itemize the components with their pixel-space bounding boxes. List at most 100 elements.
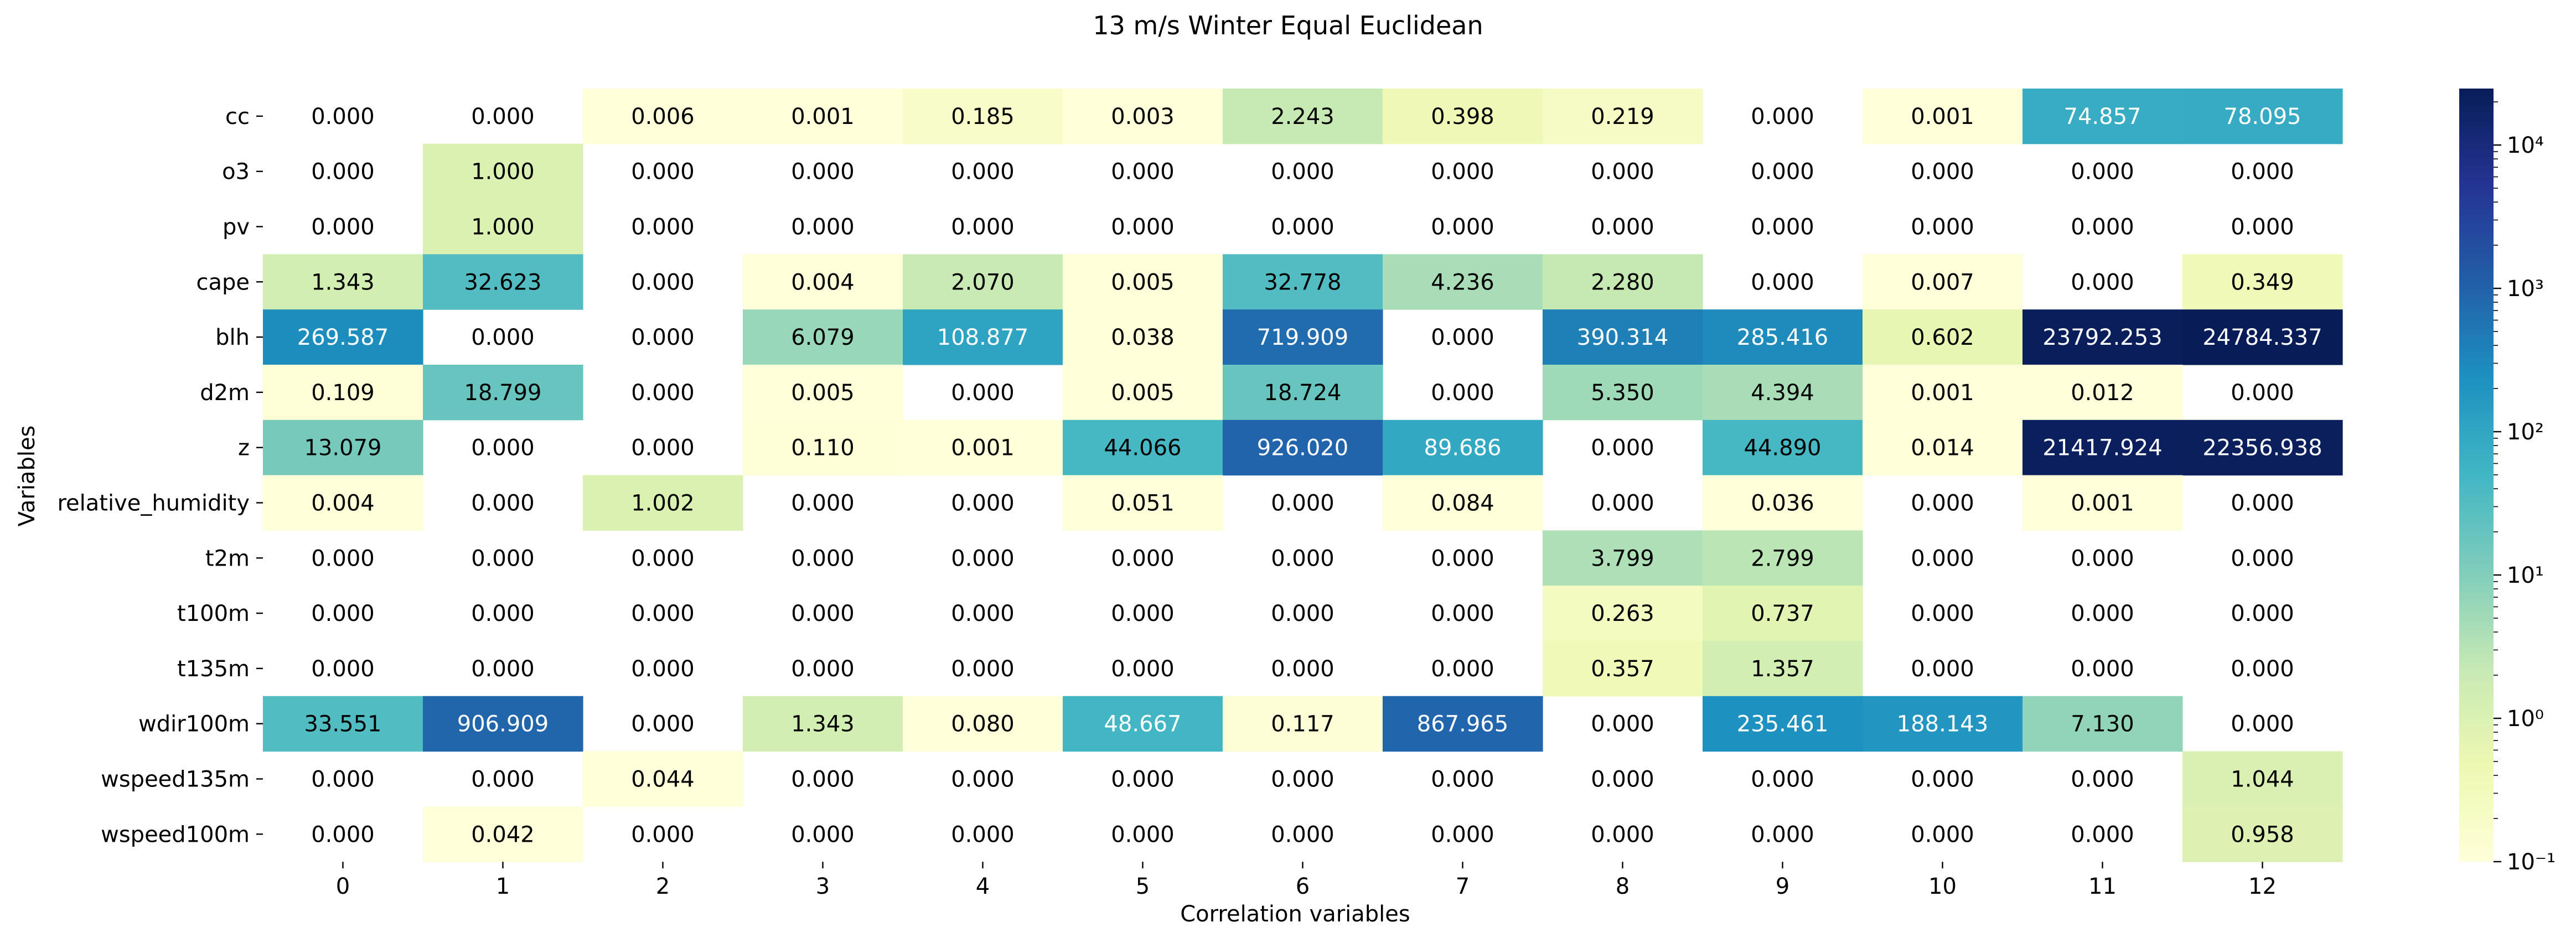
cell-value-label: 0.000 <box>2231 380 2294 406</box>
colorbar-tick-label: 10⁻¹ <box>2507 849 2556 875</box>
heatmap-cell <box>2022 365 2183 421</box>
heatmap-cell <box>1223 696 1383 752</box>
heatmap-cell <box>1543 89 1703 144</box>
cell-value-label: 0.000 <box>1591 712 1654 737</box>
heatmap-cell <box>1703 641 1863 697</box>
y-tick-label: cape <box>196 270 250 295</box>
colorbar-tick-label: 10³ <box>2507 276 2544 302</box>
cell-value-label: 0.000 <box>1271 822 1334 847</box>
cell-value-label: 0.357 <box>1591 656 1654 682</box>
heatmap-cell <box>423 143 583 200</box>
heatmap-cell <box>583 89 743 144</box>
cell-value-label: 0.000 <box>2071 601 2134 626</box>
heatmap-cell <box>743 309 903 365</box>
cell-value-label: 0.000 <box>1111 822 1175 847</box>
heatmap-cell <box>2182 806 2343 862</box>
y-tick-label: pv <box>223 215 250 240</box>
x-tick-label: 11 <box>2088 874 2117 899</box>
cell-value-label: 0.000 <box>2071 215 2134 240</box>
cell-value-label: 0.000 <box>631 436 695 461</box>
cell-value-label: 0.001 <box>791 104 855 129</box>
cell-value-label: 0.000 <box>2071 822 2134 847</box>
cell-value-label: 235.461 <box>1737 712 1828 737</box>
cell-value-label: 0.044 <box>631 767 695 792</box>
cell-value-label: 0.000 <box>791 656 855 682</box>
cell-value-label: 0.000 <box>951 767 1015 792</box>
heatmap-cell <box>1703 309 1863 365</box>
heatmap-cell <box>2182 309 2343 365</box>
cell-value-label: 0.000 <box>791 491 855 516</box>
cell-value-label: 89.686 <box>1424 436 1502 461</box>
cell-value-label: 269.587 <box>297 325 389 350</box>
cell-value-label: 23792.253 <box>2042 325 2162 350</box>
cell-value-label: 0.000 <box>1111 601 1175 626</box>
heatmap-cell <box>1863 696 2023 752</box>
heatmap-cell <box>1063 365 1223 421</box>
heatmap-cell <box>1383 254 1543 310</box>
cell-value-label: 0.000 <box>2231 712 2294 737</box>
heatmap-cell <box>1703 586 1863 641</box>
cell-value-label: 0.000 <box>631 270 695 295</box>
cell-value-label: 0.000 <box>631 546 695 571</box>
y-tick-label: cc <box>225 104 250 129</box>
cell-value-label: 0.000 <box>1431 767 1494 792</box>
colorbar-tick-label: 10⁰ <box>2507 706 2544 732</box>
cell-value-label: 18.799 <box>464 380 542 406</box>
cell-value-label: 0.005 <box>791 380 855 406</box>
cell-value-label: 0.005 <box>1111 270 1175 295</box>
x-axis-ticks: 0 1 2 3 4 5 6 7 8 9 10 11 12 <box>336 862 2277 899</box>
cell-value-label: 0.000 <box>311 215 375 240</box>
cell-value-label: 22356.938 <box>2202 436 2322 461</box>
heatmap-cell <box>1223 419 1383 476</box>
heatmap-cell <box>1543 530 1703 586</box>
cell-value-label: 0.000 <box>631 159 695 185</box>
y-tick-label: t100m <box>177 601 250 626</box>
x-tick-label: 2 <box>656 874 670 899</box>
cell-value-label: 2.070 <box>951 270 1015 295</box>
cell-value-label: 0.000 <box>791 822 855 847</box>
cell-value-label: 0.737 <box>1751 601 1814 626</box>
cell-value-label: 1.357 <box>1751 656 1814 682</box>
cell-value-label: 44.890 <box>1744 436 1822 461</box>
heatmap-cell <box>1863 254 2023 310</box>
heatmap-cell <box>1383 89 1543 144</box>
heatmap-cell <box>1223 254 1383 310</box>
cell-value-label: 0.000 <box>1431 656 1494 682</box>
heatmap-cell <box>903 696 1063 752</box>
cell-value-label: 0.000 <box>951 546 1015 571</box>
cell-value-label: 0.219 <box>1591 104 1654 129</box>
cell-value-label: 0.000 <box>1591 159 1654 185</box>
cell-value-label: 0.000 <box>471 325 535 350</box>
cell-value-label: 0.007 <box>1911 270 1974 295</box>
cell-value-label: 0.000 <box>631 712 695 737</box>
cell-value-label: 0.398 <box>1431 104 1494 129</box>
cell-value-label: 0.000 <box>1751 767 1814 792</box>
cell-value-label: 0.000 <box>791 215 855 240</box>
heatmap-cell <box>263 696 423 752</box>
cell-value-label: 0.000 <box>471 491 535 516</box>
heatmap-cell <box>1223 89 1383 144</box>
heatmap-cell <box>743 696 903 752</box>
cell-value-label: 44.066 <box>1104 436 1182 461</box>
colorbar-tick-label: 10¹ <box>2507 563 2544 588</box>
cell-value-label: 0.001 <box>951 436 1015 461</box>
cell-value-label: 0.000 <box>1911 767 1974 792</box>
cell-value-label: 0.000 <box>951 215 1015 240</box>
cell-value-label: 0.000 <box>1911 546 1974 571</box>
cell-value-label: 0.000 <box>1591 491 1654 516</box>
heatmap-cell <box>743 419 903 476</box>
cell-value-label: 0.080 <box>951 712 1015 737</box>
cell-value-label: 0.000 <box>1271 601 1334 626</box>
cell-value-label: 0.000 <box>1431 380 1494 406</box>
cell-value-label: 48.667 <box>1104 712 1182 737</box>
heatmap-cell <box>1063 475 1223 531</box>
y-tick-label: z <box>238 436 250 461</box>
cell-value-label: 0.000 <box>631 325 695 350</box>
cell-value-label: 0.109 <box>311 380 375 406</box>
heatmap-cell <box>423 365 583 421</box>
cell-value-label: 4.236 <box>1431 270 1494 295</box>
cell-value-label: 0.000 <box>1911 601 1974 626</box>
heatmap-cell <box>2182 751 2343 807</box>
cell-value-label: 0.000 <box>951 601 1015 626</box>
